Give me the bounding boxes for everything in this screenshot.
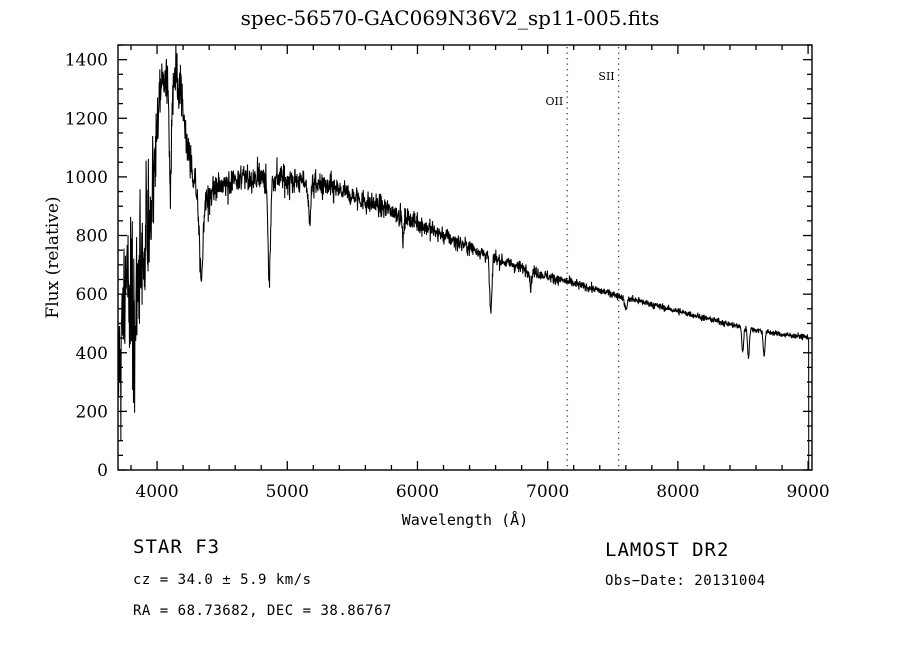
y-tick-label: 600	[76, 285, 108, 305]
x-tick-label: 5000	[266, 482, 309, 502]
y-tick-label: 800	[76, 227, 108, 247]
obs-date-text: Obs−Date: 20131004	[605, 573, 766, 589]
x-axis-label: Wavelength (Å)	[402, 510, 528, 529]
x-tick-label: 9000	[786, 482, 829, 502]
plot-frame	[117, 44, 813, 471]
x-tick-label: 7000	[526, 482, 569, 502]
y-tick-label: 1000	[65, 168, 108, 188]
y-tick-label: 0	[97, 461, 108, 481]
y-tick-label: 200	[76, 402, 108, 422]
line-label-oii: OII	[545, 95, 563, 108]
x-tick-label: 8000	[656, 482, 699, 502]
coordinates-text: RA = 68.73682, DEC = 38.86767	[133, 603, 392, 619]
y-tick-label: 400	[76, 344, 108, 364]
object-class-text: STAR F3	[133, 536, 221, 558]
y-axis-label: Flux (relative)	[43, 196, 63, 318]
survey-name-text: LAMOST DR2	[605, 539, 730, 561]
redshift-velocity-text: cz = 34.0 ± 5.9 km/s	[133, 572, 312, 588]
line-label-sii: SII	[598, 70, 614, 83]
page-title: spec-56570-GAC069N36V2_sp11-005.fits	[240, 6, 660, 30]
spectrum-trace-group	[118, 45, 810, 470]
x-tick-label: 6000	[396, 482, 439, 502]
spectrum-trace	[118, 45, 810, 470]
y-tick-label: 1200	[65, 109, 108, 129]
y-tick-label: 1400	[65, 51, 108, 71]
x-tick-label: 4000	[135, 482, 178, 502]
